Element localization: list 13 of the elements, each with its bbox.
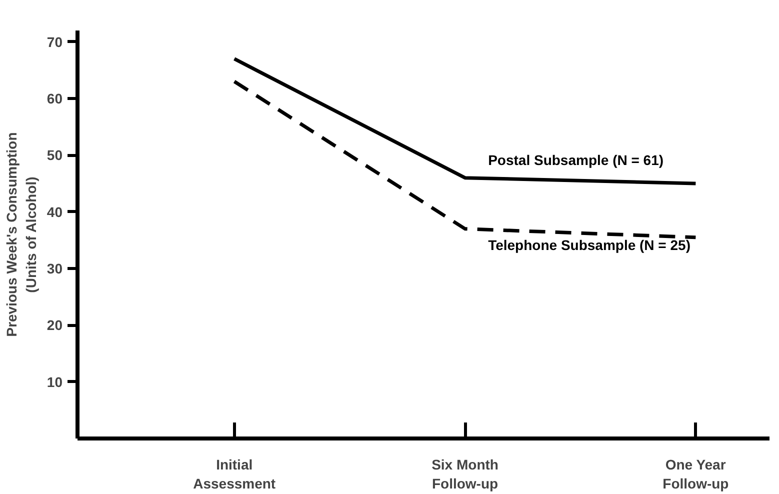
y-tick-label: 70 [46, 34, 63, 50]
y-tick-label: 10 [46, 374, 63, 390]
x-tick-label: One Year Follow-up [662, 456, 729, 492]
series-label: Telephone Subsample (N = 25) [488, 236, 690, 253]
x-tick-label: Initial Assessment [193, 456, 276, 492]
y-tick-label: 30 [46, 260, 63, 276]
y-tick-label: 40 [46, 204, 63, 220]
x-tick-label: Six Month Follow-up [432, 456, 498, 492]
y-tick-label: 60 [46, 90, 63, 106]
series-label: Postal Subsample (N = 61) [488, 152, 664, 168]
y-axis-title: Previous Week's Consumption (Units of Alcohol) [4, 132, 39, 337]
y-tick-label: 20 [46, 317, 63, 334]
y-tick-label: 50 [46, 147, 63, 164]
